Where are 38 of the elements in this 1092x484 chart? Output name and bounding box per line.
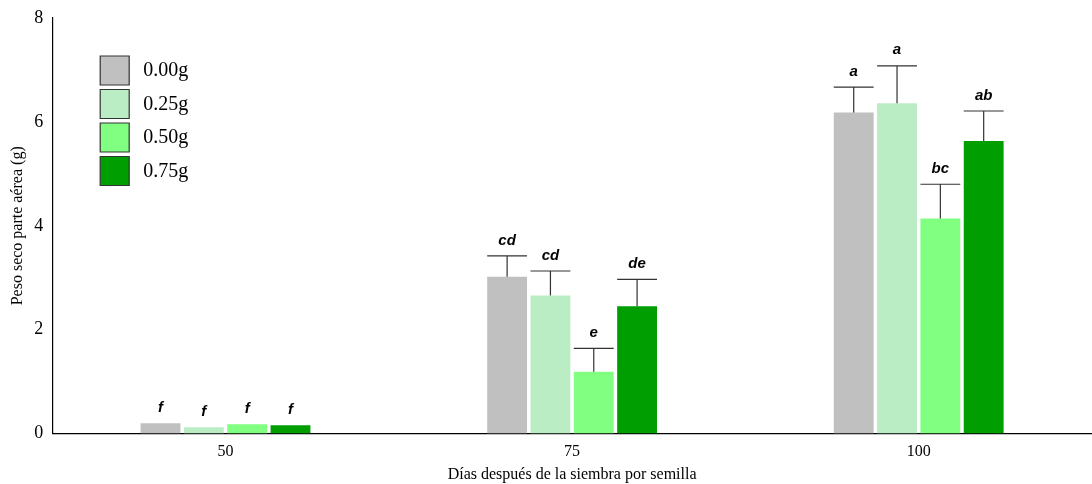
y-tick-label: 8 <box>34 6 44 27</box>
bar <box>270 425 311 434</box>
legend-label: 0.50g <box>143 125 189 149</box>
annotation: e <box>589 323 598 341</box>
bar <box>487 276 528 434</box>
x-tick-label: 75 <box>564 442 581 460</box>
legend-label: 0.25g <box>143 91 189 115</box>
y-tick-label: 0 <box>34 422 44 443</box>
y-axis-title: Peso seco parte aérea (g) <box>7 146 26 306</box>
x-tick-label: 100 <box>906 442 931 460</box>
legend-label: 0.75g <box>143 158 189 182</box>
legend-label: 0.00g <box>143 58 189 82</box>
bar <box>963 141 1004 434</box>
bar <box>183 427 224 434</box>
bar <box>140 423 181 434</box>
annotation: f <box>158 397 166 415</box>
bar <box>920 218 961 434</box>
annotation: de <box>628 253 646 271</box>
bar <box>573 371 614 434</box>
bar <box>877 103 917 434</box>
bar <box>530 295 571 434</box>
annotation: cd <box>541 245 561 263</box>
y-tick-label: 2 <box>34 318 44 339</box>
annotation: cd <box>498 230 517 248</box>
y-tick-label: 6 <box>34 110 44 131</box>
annotation: f <box>201 402 209 420</box>
annotation: ab <box>974 85 993 103</box>
annotation: a <box>892 40 902 58</box>
x-axis-title: Días después de la siembra por semilla <box>447 464 697 483</box>
annotation: f <box>287 399 295 417</box>
bar <box>227 424 268 434</box>
annotation: a <box>849 61 858 79</box>
bar <box>617 306 658 434</box>
annotation: bc <box>931 158 950 176</box>
y-tick-label: 4 <box>34 214 44 235</box>
x-tick-label: 50 <box>217 442 234 460</box>
bar <box>833 112 874 434</box>
annotation: f <box>244 398 252 416</box>
